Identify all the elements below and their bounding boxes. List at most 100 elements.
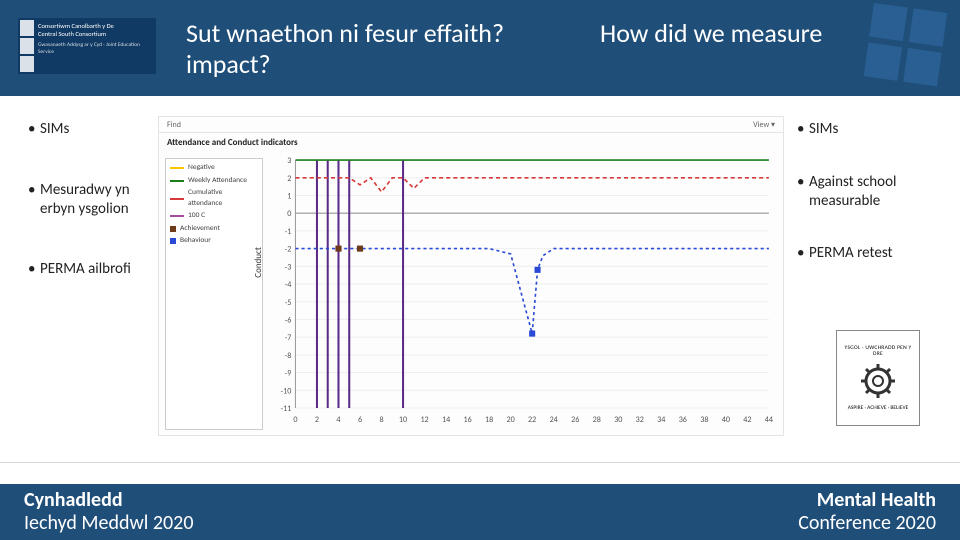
- chart-svg: -11-10-9-8-7-6-5-4-3-2-10123024681012141…: [267, 156, 775, 428]
- bullet-dot: •: [28, 120, 40, 139]
- bullet-left-1: • Mesuradwy yn erbyn ysgolion: [28, 181, 146, 219]
- svg-text:26: 26: [571, 415, 579, 425]
- svg-text:-6: -6: [285, 315, 292, 325]
- footer-right: Mental Health Conference 2020: [798, 489, 936, 535]
- legend-label: Behaviour: [180, 236, 211, 247]
- chart-legend: Negative Weekly AttendanceCumulative atte…: [165, 158, 263, 430]
- chart-toolbar: Find View ▾: [159, 117, 783, 133]
- legend-label: Achievement: [180, 224, 220, 235]
- svg-text:16: 16: [463, 415, 471, 425]
- footer-right-bold: Mental Health: [798, 489, 936, 512]
- title-welsh: Sut wnaethon ni fesur effaith? impact?: [186, 18, 566, 80]
- bullet-text: Against school measurable: [809, 173, 942, 211]
- svg-text:-3: -3: [285, 262, 292, 272]
- footer-left-light: Iechyd Meddwl 2020: [24, 512, 193, 535]
- svg-text:-9: -9: [285, 369, 292, 379]
- legend-swatch: [170, 215, 184, 217]
- svg-text:38: 38: [700, 415, 708, 425]
- bullet-right-1: • Against school measurable: [797, 173, 942, 211]
- logo-line2: Central South Consortium: [38, 30, 150, 38]
- legend-item: Negative: [170, 163, 258, 174]
- footer-bar: Cynhadledd Iechyd Meddwl 2020 Mental Hea…: [0, 484, 960, 540]
- legend-swatch: [170, 226, 176, 232]
- svg-text:4: 4: [336, 415, 340, 425]
- svg-text:3: 3: [287, 156, 291, 166]
- bullet-dot: •: [797, 173, 809, 211]
- bullet-right-2: • PERMA retest: [797, 244, 942, 263]
- svg-text:14: 14: [442, 415, 450, 425]
- svg-text:-1: -1: [285, 227, 292, 237]
- svg-text:10: 10: [399, 415, 407, 425]
- logo-sub: Gwasanaeth Addysg ar y Cyd · Joint Educa…: [38, 42, 150, 56]
- bullet-text: SIMs: [40, 120, 146, 139]
- svg-text:-8: -8: [285, 351, 292, 361]
- svg-text:1: 1: [287, 192, 291, 202]
- svg-text:-5: -5: [285, 298, 292, 308]
- slide: Consortiwm Canolbarth y De Central South…: [0, 0, 960, 540]
- svg-text:20: 20: [507, 415, 515, 425]
- bullet-right-0: • SIMs: [797, 120, 942, 139]
- school-crest: YSGOL · UWCHRADD PEN Y DRE ASPIRE · ACHI…: [836, 330, 920, 426]
- svg-text:-11: -11: [281, 404, 292, 414]
- footer-right-light: Conference 2020: [798, 512, 936, 535]
- svg-text:34: 34: [657, 415, 665, 425]
- legend-item: Behaviour: [170, 236, 258, 247]
- bullet-dot: •: [797, 244, 809, 263]
- svg-text:2: 2: [315, 415, 319, 425]
- bullet-text: SIMs: [809, 120, 942, 139]
- bullet-dot: •: [797, 120, 809, 139]
- legend-label: Weekly Attendance: [188, 176, 247, 187]
- svg-text:24: 24: [550, 415, 558, 425]
- legend-item: Weekly Attendance: [170, 176, 258, 187]
- divider: [0, 462, 960, 463]
- toolbar-left[interactable]: Find: [167, 120, 181, 130]
- svg-text:40: 40: [722, 415, 730, 425]
- svg-text:36: 36: [679, 415, 687, 425]
- svg-text:6: 6: [358, 415, 362, 425]
- svg-text:0: 0: [287, 209, 291, 219]
- legend-item: Cumulative attendance: [170, 188, 258, 209]
- bullet-text: Mesuradwy yn erbyn ysgolion: [40, 181, 146, 219]
- gear-icon: [858, 361, 898, 401]
- legend-label: Cumulative attendance: [188, 188, 258, 209]
- footer-left-bold: Cynhadledd: [24, 489, 193, 512]
- svg-text:-10: -10: [281, 386, 292, 396]
- chart-title: Attendance and Conduct indicators: [159, 133, 783, 152]
- crest-top: YSGOL · UWCHRADD PEN Y DRE: [841, 345, 915, 357]
- bullet-left-0: • SIMs: [28, 120, 146, 139]
- chart-plot: Conduct -11-10-9-8-7-6-5-4-3-2-101230246…: [267, 156, 775, 430]
- footer-left: Cynhadledd Iechyd Meddwl 2020: [24, 489, 193, 535]
- svg-text:28: 28: [593, 415, 601, 425]
- bullet-dot: •: [28, 260, 40, 279]
- logo-bars-icon: [18, 18, 36, 74]
- logo-text: Consortiwm Canolbarth y De Central South…: [36, 18, 156, 74]
- legend-item: Achievement: [170, 224, 258, 235]
- svg-text:-2: -2: [285, 245, 292, 255]
- toolbar-right[interactable]: View ▾: [753, 120, 775, 130]
- svg-text:32: 32: [636, 415, 644, 425]
- svg-text:30: 30: [614, 415, 622, 425]
- header-bar: Consortiwm Canolbarth y De Central South…: [0, 0, 960, 96]
- legend-label: Negative: [188, 163, 215, 174]
- legend-swatch: [170, 238, 176, 244]
- bullet-left-2: • PERMA ailbrofi: [28, 260, 146, 279]
- org-logo: Consortiwm Canolbarth y De Central South…: [18, 18, 156, 74]
- legend-item: 100 C: [170, 211, 258, 222]
- crest-bottom: ASPIRE · ACHIEVE · BELIEVE: [848, 405, 909, 411]
- chart-body: Negative Weekly AttendanceCumulative atte…: [159, 152, 783, 430]
- legend-swatch: [170, 198, 184, 200]
- legend-swatch: [170, 180, 184, 182]
- legend-swatch: [170, 167, 184, 169]
- svg-text:12: 12: [420, 415, 428, 425]
- svg-text:44: 44: [765, 415, 773, 425]
- svg-text:18: 18: [485, 415, 493, 425]
- left-column: • SIMs • Mesuradwy yn erbyn ysgolion • P…: [28, 120, 146, 321]
- title-english: How did we measure: [600, 18, 900, 49]
- bullet-text: PERMA ailbrofi: [40, 260, 146, 279]
- bullet-dot: •: [28, 181, 40, 219]
- legend-label: 100 C: [188, 211, 205, 222]
- svg-text:-7: -7: [285, 333, 292, 343]
- svg-text:2: 2: [287, 174, 291, 184]
- bullet-text: PERMA retest: [809, 244, 942, 263]
- svg-text:42: 42: [743, 415, 751, 425]
